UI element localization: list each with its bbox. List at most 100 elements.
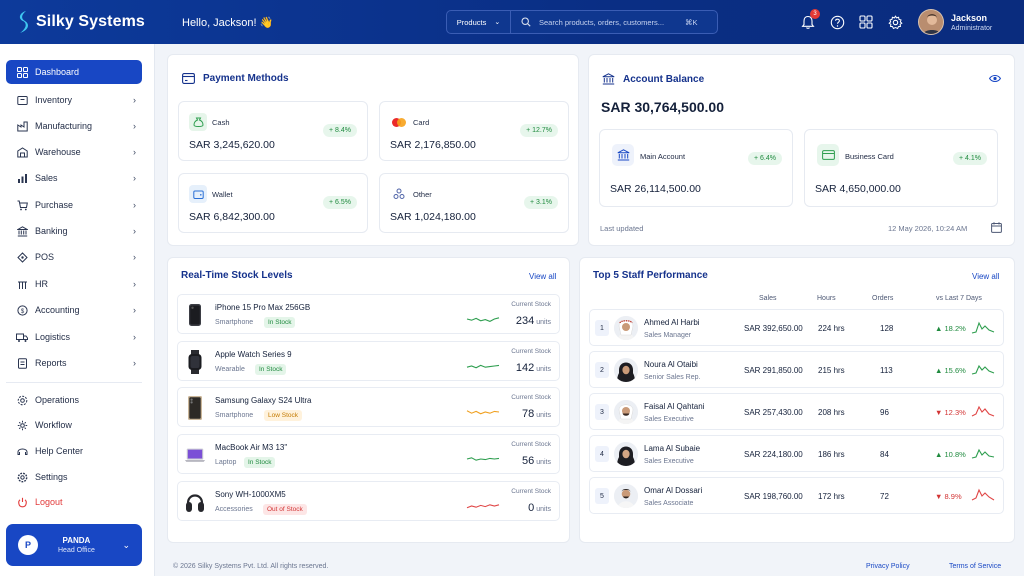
sidebar-item-label: Accounting [35, 305, 80, 315]
sparkline-path [466, 504, 500, 509]
iphone-icon [184, 302, 206, 328]
sidebar-item-workflow[interactable]: Workflow [6, 413, 142, 437]
privacy-policy-link[interactable]: Privacy Policy [866, 563, 910, 570]
user-menu[interactable]: Jackson Administrator [918, 9, 992, 35]
payment-method-wallet[interactable]: Wallet + 6.5% SAR 6,842,300.00 [178, 173, 368, 233]
staff-name: Lama Al Subaie [644, 444, 701, 453]
chevron-right-icon: › [133, 252, 136, 262]
rank-badge: 2 [595, 362, 609, 378]
brand-logo[interactable]: Silky Systems [16, 10, 166, 34]
staff-row[interactable]: 1 Ahmed Al Harbi Sales Manager SAR 392,6… [589, 309, 1004, 346]
svg-text:$: $ [20, 308, 24, 314]
sidebar-item-help-center[interactable]: Help Center [6, 439, 142, 463]
search-input[interactable] [539, 17, 679, 27]
staff-view-all-link[interactable]: View all [972, 272, 1000, 281]
staff-sparkline-down [971, 488, 995, 501]
stock-view-all-link[interactable]: View all [529, 272, 557, 281]
sidebar-item-logout[interactable]: Logout [6, 490, 142, 514]
search-scope-select[interactable]: Products ⌄ [447, 11, 511, 33]
stock-quantity: 234 [515, 315, 535, 327]
question-icon [830, 15, 844, 29]
staff-role: Sales Executive [644, 458, 694, 465]
staff-sparkline-down [971, 405, 995, 417]
staff-row[interactable]: 5 Omar Al Dossari Sales Associate SAR 19… [589, 477, 1004, 514]
stock-row[interactable]: Samsung Galaxy S24 Ultra Smartphone Low … [177, 387, 560, 427]
power-icon [14, 497, 30, 508]
apps-button[interactable] [856, 12, 876, 32]
chevron-right-icon: › [133, 95, 136, 105]
staff-avatar-icon [614, 316, 638, 340]
sparkline-path [466, 410, 500, 415]
stock-row[interactable]: MacBook Air M3 13" Laptop In Stock Curre… [177, 434, 560, 474]
staff-row[interactable]: 2 Noura Al Otaibi Senior Sales Rep. SAR … [589, 351, 1004, 388]
unit-label: units [536, 412, 551, 419]
staff-row[interactable]: 4 Lama Al Subaie Sales Executive SAR 224… [589, 435, 1004, 472]
wallet-card-icon [182, 73, 195, 84]
sidebar-item-purchase[interactable]: Purchase › [6, 193, 142, 217]
headphones-icon [184, 489, 206, 515]
sidebar-item-operations[interactable]: Operations [6, 388, 142, 412]
staff-name: Noura Al Otaibi [644, 360, 698, 369]
staff-row[interactable]: 3 Faisal Al Qahtani Sales Executive SAR … [589, 393, 1004, 430]
staff-orders: 72 [880, 492, 889, 501]
calendar-button[interactable] [991, 222, 1002, 235]
main-account-tile[interactable]: Main Account + 6.4% SAR 26,114,500.00 [599, 129, 793, 207]
payment-method-card[interactable]: Card + 12.7% SAR 2,176,850.00 [379, 101, 569, 161]
status-badge: In Stock [255, 364, 287, 375]
chevron-right-icon: › [133, 147, 136, 157]
staff-orders: 128 [880, 324, 894, 333]
rank-badge: 4 [595, 446, 609, 462]
staff-sales: SAR 291,850.00 [744, 366, 803, 375]
bank-icon [602, 73, 615, 85]
hr-icon [14, 279, 30, 290]
sidebar-item-hr[interactable]: HR › [6, 272, 142, 296]
product-category: Smartphone [215, 319, 254, 326]
last-updated-value: 12 May 2026, 10:24 AM [888, 224, 968, 233]
card-title-text: Payment Methods [203, 73, 289, 84]
sidebar-item-settings[interactable]: Settings [6, 465, 142, 489]
sidebar-item-label: POS [35, 252, 55, 262]
notifications-button[interactable]: 3 [798, 9, 820, 32]
account-label: Main Account [640, 152, 686, 161]
sidebar-item-label: Settings [35, 472, 68, 482]
sidebar-item-warehouse[interactable]: Warehouse › [6, 140, 142, 164]
current-stock-label: Current Stock [511, 488, 551, 495]
sidebar-item-pos[interactable]: POS › [6, 245, 142, 269]
other-methods-icon [390, 185, 408, 203]
sidebar-item-manufacturing[interactable]: Manufacturing › [6, 114, 142, 138]
organization-switcher[interactable]: P PANDA Head Office ⌄ [6, 524, 142, 566]
user-role: Administrator [951, 24, 993, 32]
factory-icon [14, 121, 30, 132]
staff-sales: SAR 198,760.00 [744, 492, 803, 501]
laptop-icon [184, 442, 206, 468]
sidebar-item-accounting[interactable]: $ Accounting › [6, 298, 142, 322]
payment-method-other[interactable]: Other + 3.1% SAR 1,024,180.00 [379, 173, 569, 233]
stock-row[interactable]: iPhone 15 Pro Max 256GB Smartphone In St… [177, 294, 560, 334]
settings-button[interactable] [885, 12, 905, 32]
terms-of-service-link[interactable]: Terms of Service [949, 563, 1002, 570]
arrow-down-icon: ▼ [935, 492, 945, 501]
business-card-tile[interactable]: Business Card + 4.1% SAR 4,650,000.00 [804, 129, 998, 207]
current-stock-label: Current Stock [511, 301, 551, 308]
help-icon [14, 446, 30, 457]
global-search: Products ⌄ ⌘K [446, 10, 718, 34]
change-badge: + 8.4% [323, 124, 357, 137]
arrow-up-icon: ▲ [935, 366, 945, 375]
sidebar-item-inventory[interactable]: Inventory › [6, 88, 142, 112]
unit-label: units [536, 366, 551, 373]
sidebar-item-dashboard[interactable]: Dashboard [6, 60, 142, 84]
toggle-visibility-button[interactable] [988, 74, 1002, 85]
sidebar-item-logistics[interactable]: Logistics › [6, 325, 142, 349]
stock-row[interactable]: Apple Watch Series 9 Wearable In Stock C… [177, 341, 560, 381]
sidebar-item-label: Logistics [35, 332, 71, 342]
payment-method-cash[interactable]: Cash + 8.4% SAR 3,245,620.00 [178, 101, 368, 161]
stock-row[interactable]: Sony WH-1000XM5 Accessories Out of Stock… [177, 481, 560, 521]
staff-trend: 10.8% [944, 450, 966, 459]
product-category: Smartphone [215, 412, 254, 419]
sidebar-item-banking[interactable]: Banking › [6, 219, 142, 243]
payment-methods-title: Payment Methods [182, 73, 289, 84]
help-button[interactable] [827, 12, 847, 32]
sidebar-item-reports[interactable]: Reports › [6, 351, 142, 375]
staff-orders: 84 [880, 450, 889, 459]
sidebar-item-sales[interactable]: Sales › [6, 166, 142, 190]
